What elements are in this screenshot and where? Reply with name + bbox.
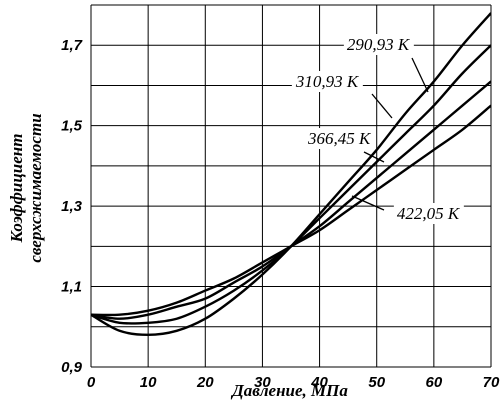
x-tick-label: 70 <box>483 374 500 391</box>
series-label-background <box>343 34 414 55</box>
y-tick-label: 1,7 <box>61 37 83 54</box>
series-label-background <box>393 203 464 224</box>
series-label-background <box>304 128 375 149</box>
x-tick-label: 0 <box>87 374 96 391</box>
series-labels: 290,93 К 310,93 К 366,45 К 422,05 К <box>291 34 464 224</box>
series-label-leader-2 <box>371 93 393 119</box>
x-tick-label: 20 <box>196 374 214 391</box>
y-tick-label: 1,5 <box>61 118 83 135</box>
x-tick-label: 30 <box>254 374 271 391</box>
x-tick-label: 40 <box>310 374 328 391</box>
series-label-background <box>291 71 363 92</box>
y-axis-title-line-2: сверхсжимаемости <box>26 113 45 262</box>
x-tick-label: 10 <box>140 374 157 391</box>
series-label-2: 310,93 К <box>295 72 360 91</box>
series-label-leader-3 <box>363 151 385 163</box>
series-line-2 <box>91 44 491 325</box>
series-label-leader-4 <box>351 195 385 211</box>
grid <box>90 4 492 368</box>
series-line-3 <box>91 80 491 320</box>
series-label-1: 290,93 К <box>347 35 411 54</box>
y-tick-label: 1,1 <box>61 279 82 296</box>
y-tick-label: 1,3 <box>61 198 83 215</box>
y-axis-title: Коэффициент сверхсжимаемости <box>7 113 45 262</box>
tick-labels: 0 10 20 30 40 50 60 70 0,9 1,1 1,3 1,5 1,7 <box>61 37 500 391</box>
y-axis-title-line-1: Коэффициент <box>7 134 26 244</box>
x-tick-label: 50 <box>368 374 385 391</box>
series-label-3: 366,45 К <box>307 129 372 148</box>
x-tick-label: 60 <box>426 374 443 391</box>
series-label-4: 422,05 К <box>397 204 461 223</box>
series-lines <box>91 12 491 337</box>
x-axis-title: Давление, МПа <box>230 381 348 400</box>
series-line-4 <box>91 104 491 317</box>
series-label-leaders <box>351 57 429 211</box>
y-tick-label: 0,9 <box>61 359 83 376</box>
series-label-leader-1 <box>411 57 429 93</box>
